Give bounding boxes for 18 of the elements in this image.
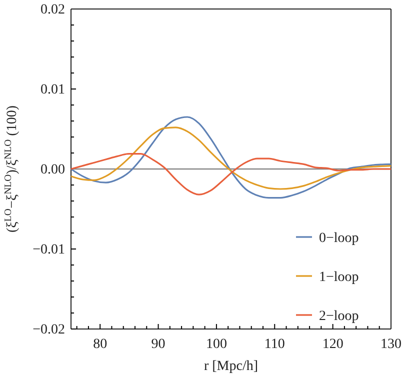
y-tick-label: −0.02 [32,322,65,338]
legend-label: 0−loop [319,231,359,246]
legend-label: 2−loop [319,309,359,324]
x-tick-label: 90 [151,336,166,352]
y-tick-label: 0.01 [40,82,65,98]
line-series [70,116,392,199]
x-tick-label: 130 [380,336,402,352]
line-series [70,153,392,196]
line-series [70,126,392,190]
x-axis-title: r [Mpc/h] [204,359,258,374]
y-tick-label: −0.01 [32,242,65,258]
y-tick-label: 0.02 [40,2,65,18]
x-tick-label: 120 [322,336,344,352]
x-tick-label: 80 [93,336,108,352]
y-tick-label: 0.00 [40,162,65,178]
legend-label: 1−loop [319,270,359,285]
x-tick-label: 100 [206,336,227,352]
x-tick-label: 110 [264,336,285,352]
